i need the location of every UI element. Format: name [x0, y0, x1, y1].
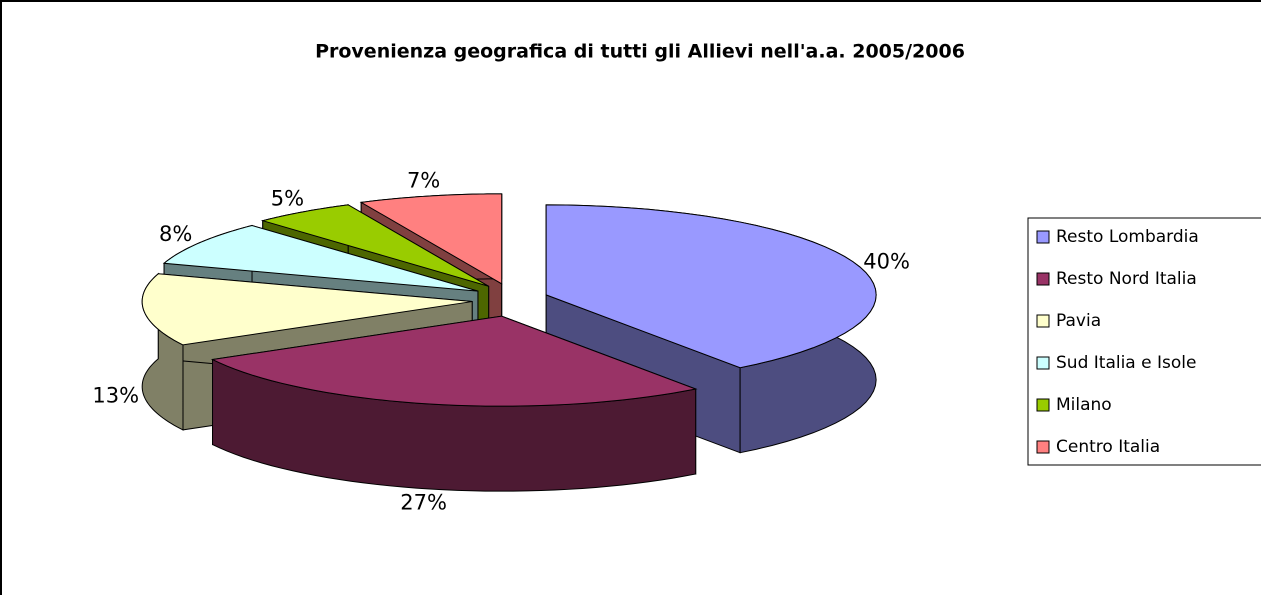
legend-label: Pavia: [1056, 311, 1101, 331]
legend-label: Sud Italia e Isole: [1056, 353, 1196, 373]
legend-swatch: [1036, 356, 1050, 370]
legend-label: Resto Nord Italia: [1056, 269, 1197, 289]
data-label: 13%: [92, 383, 139, 407]
legend-swatch: [1036, 314, 1050, 328]
data-label: 5%: [271, 187, 304, 211]
legend-swatch: [1036, 230, 1050, 244]
data-label: 8%: [159, 222, 192, 246]
legend-swatch: [1036, 272, 1050, 286]
slice-top: [359, 193, 503, 285]
legend-label: Centro Italia: [1056, 437, 1160, 457]
legend-box: [1027, 217, 1261, 466]
pie-slice: [210, 315, 698, 492]
legend-label: Resto Lombardia: [1056, 227, 1199, 247]
slice-top: [141, 273, 473, 346]
data-label: 27%: [400, 491, 447, 515]
slice-top: [210, 315, 698, 407]
slice-top: [545, 204, 877, 369]
legend-swatch: [1036, 398, 1050, 412]
data-label: 7%: [407, 168, 440, 192]
chart-title: Provenienza geografica di tutti gli Alli…: [315, 41, 965, 63]
data-label: 40%: [863, 249, 910, 273]
slice-top: [260, 204, 489, 287]
legend-swatch: [1036, 440, 1050, 454]
legend-label: Milano: [1056, 395, 1112, 415]
slice-top: [162, 224, 479, 292]
